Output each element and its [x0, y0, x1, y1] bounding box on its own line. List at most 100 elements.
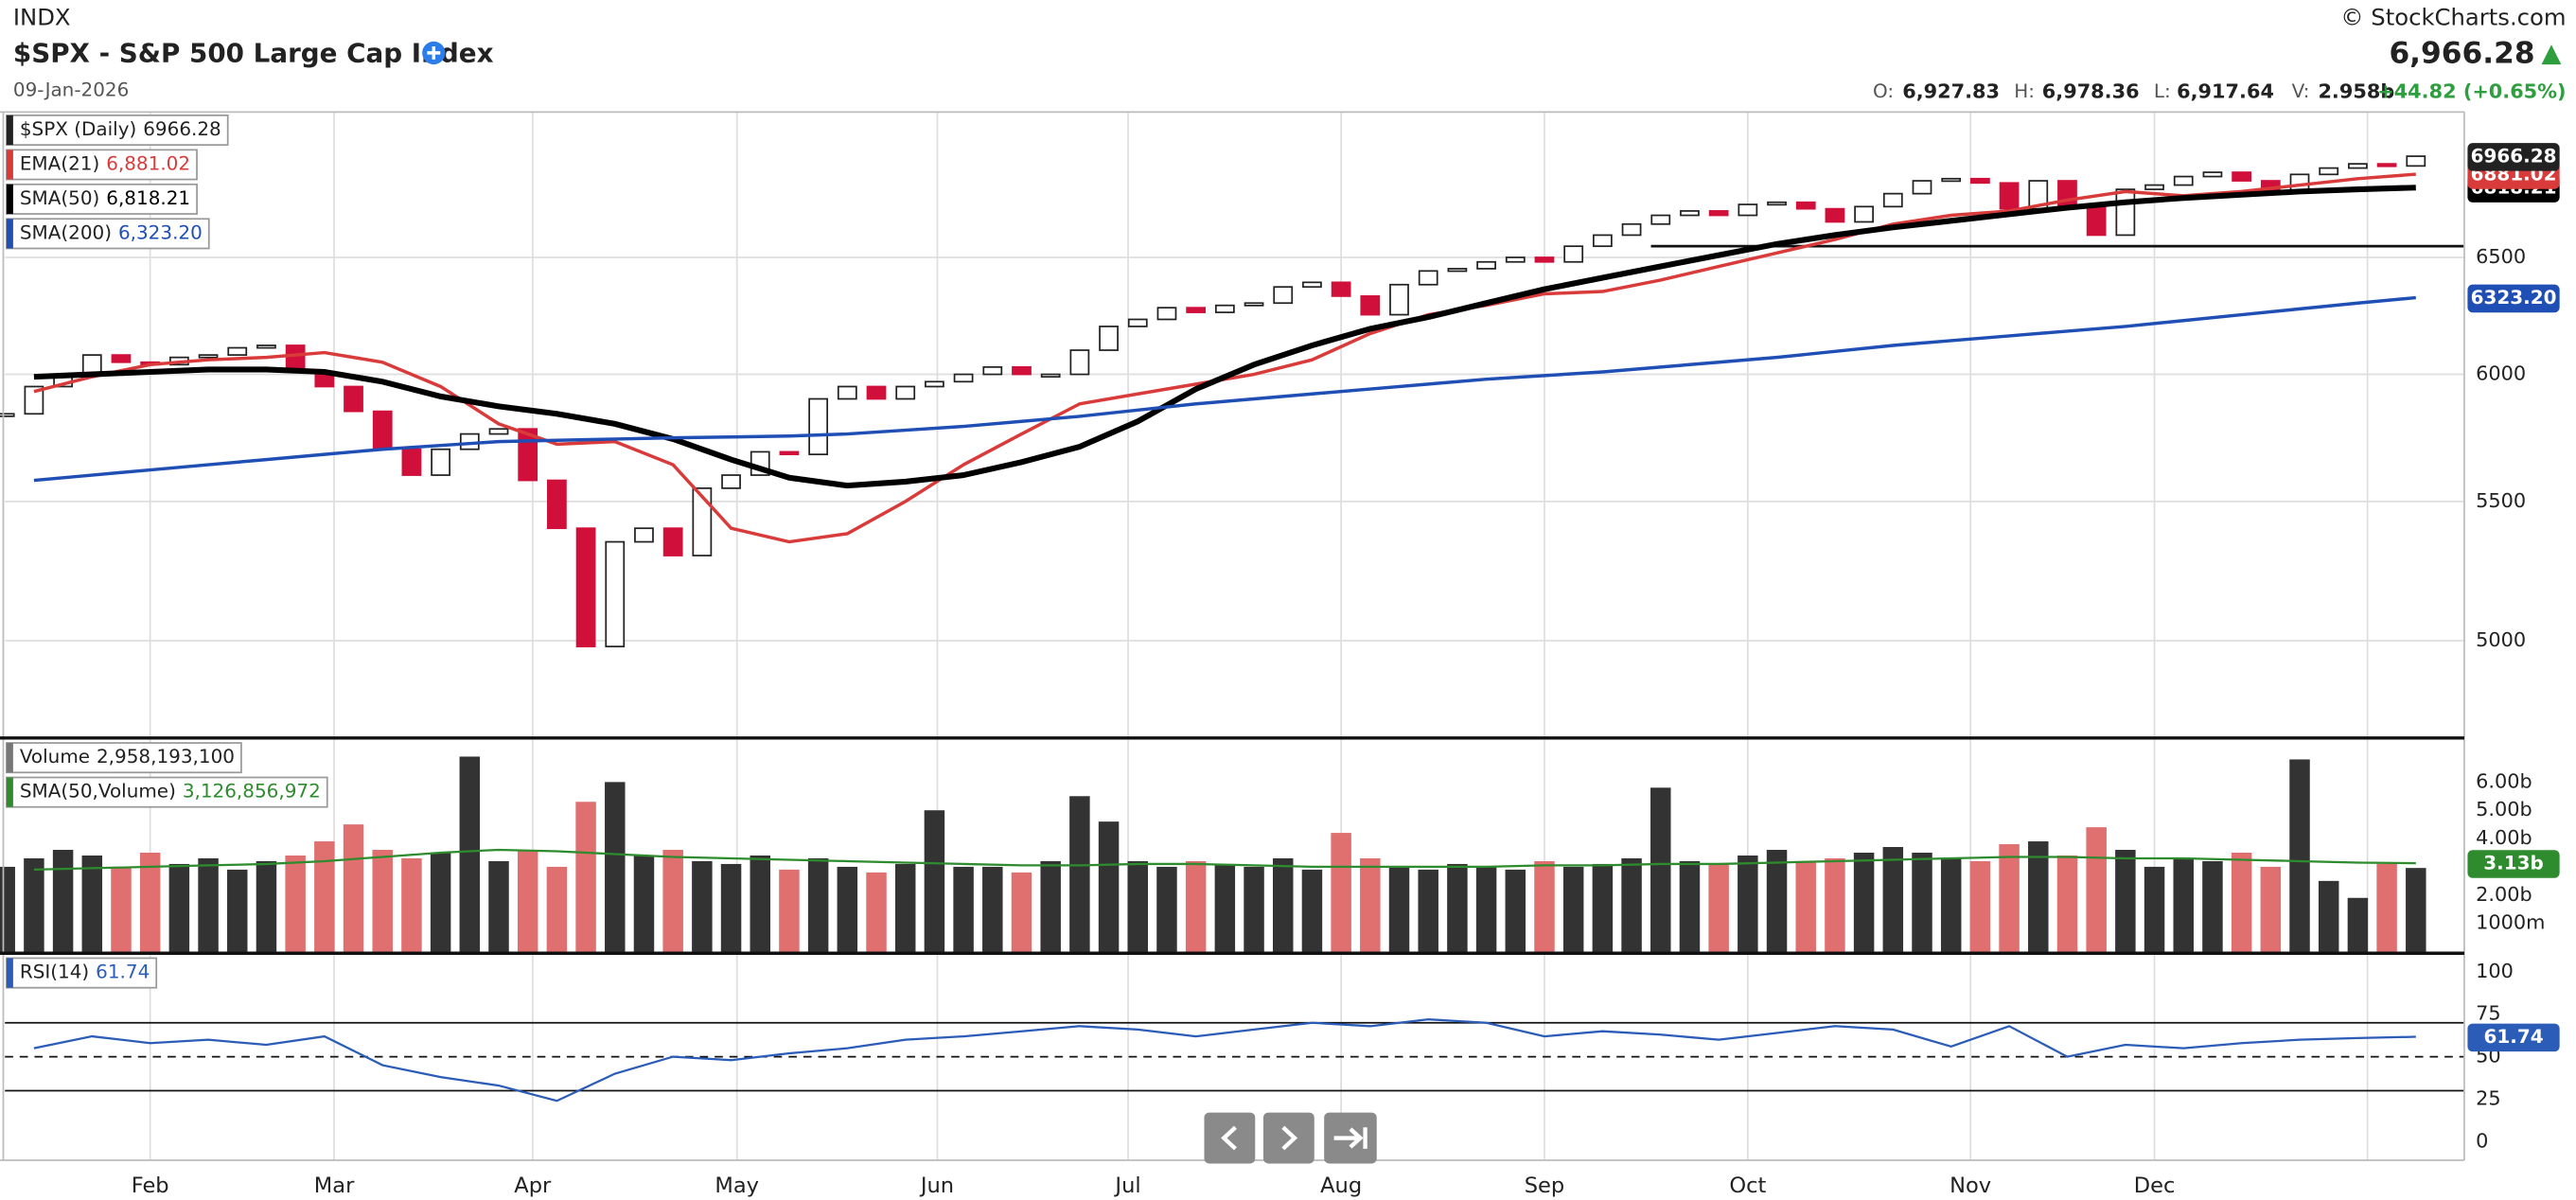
legend-name: $SPX (Daily) [20, 117, 136, 140]
y-tick-label: 5500 [2476, 489, 2526, 512]
candle [372, 410, 393, 450]
x-tick-label: Nov [1950, 1174, 1991, 1198]
volume-bar [2318, 880, 2339, 952]
candle [895, 385, 916, 400]
volume-bar [1447, 863, 1468, 952]
volume-bar [1272, 857, 1294, 952]
value-badge [2467, 284, 2560, 313]
source: © StockCharts.com [2340, 3, 2566, 30]
candle [111, 354, 132, 363]
series-line [33, 295, 2416, 483]
value-badge-label: 61.74 [2483, 1025, 2543, 1048]
candle [2202, 171, 2223, 178]
up-arrow [2541, 44, 2562, 65]
overlay: Feb Mar Apr May Jun Jul Aug Sep Oct Nov Dec 5000 550… [6, 115, 2560, 1198]
legend-swatch [6, 958, 13, 988]
legend-box [6, 776, 328, 808]
candle [2406, 155, 2426, 168]
legend-value: 6,323.20 [118, 221, 203, 243]
volume-bar [401, 857, 422, 952]
volume-bar [1969, 860, 1991, 952]
candle [0, 413, 15, 417]
candle [2173, 175, 2194, 186]
legend-value: 6966.28 [143, 117, 221, 140]
candle [1156, 307, 1177, 321]
volume-bar [52, 850, 74, 952]
x-tick-label: Sep [1525, 1174, 1565, 1198]
volume-bar [1621, 857, 1642, 952]
symbol-title: $SPX - S&P 500 Large Cap Index [13, 38, 494, 69]
volume-bar [924, 810, 945, 952]
volume-bar [372, 850, 393, 952]
high-label: H: [2014, 79, 2035, 102]
candle [953, 373, 974, 383]
volume-bar [1244, 866, 1264, 952]
volume-bar [1912, 852, 1932, 952]
volume-bar [953, 866, 974, 952]
value-badge [2467, 143, 2560, 171]
y-tick-label: 2.00b [2476, 883, 2532, 906]
next-button[interactable] [1262, 1112, 1314, 1164]
candle [1360, 295, 1381, 316]
volume-bar [605, 782, 626, 952]
value-badge-label: 6966.28 [2471, 144, 2557, 167]
candle [692, 487, 713, 556]
candle [779, 450, 800, 456]
volume-bar [285, 855, 306, 952]
volume-bar [2144, 866, 2165, 952]
volume-bar [1360, 857, 1381, 952]
legend-swatch [6, 184, 13, 215]
volume-bar [837, 866, 858, 952]
value-badge [2467, 850, 2560, 878]
volume-bar [1795, 860, 1816, 952]
volume-bar [1301, 869, 1323, 952]
volume-bar [2347, 897, 2369, 952]
x-tick-label: Jul [1113, 1174, 1140, 1198]
low-value: 6,917.64 [2177, 80, 2274, 103]
end-button[interactable] [1324, 1112, 1377, 1164]
volume-bar [1534, 860, 1555, 952]
legend-value: 3,126,856,972 [183, 780, 321, 803]
candle [605, 540, 626, 648]
volume-bar [1214, 863, 1236, 952]
volume-bar [692, 860, 713, 952]
candle [1214, 304, 1235, 313]
x-tick-label: Mar [314, 1174, 355, 1198]
open-value: 6,927.83 [1902, 80, 2000, 103]
volume-bar [807, 857, 829, 952]
legend-swatch [6, 743, 13, 773]
x-tick-label: Jun [919, 1174, 954, 1198]
volume-bar [430, 852, 451, 952]
candle [925, 380, 944, 388]
candle [1912, 180, 1932, 195]
legend-box [6, 957, 158, 989]
add-button[interactable] [422, 41, 446, 65]
candle [1941, 177, 1962, 183]
y-tick-label: 25 [2476, 1086, 2501, 1109]
candle [2319, 167, 2339, 176]
candle [1708, 210, 1729, 217]
prev-button[interactable] [1204, 1112, 1256, 1164]
legend-entry: SMA(200) 6,323.20 [6, 218, 210, 250]
nav-buttons [1204, 1112, 1377, 1164]
volume-bar [720, 863, 742, 952]
volume-bar [343, 824, 364, 952]
high-value: 6,978.36 [2042, 80, 2140, 103]
exchange: INDX [13, 3, 71, 30]
volume-bar [111, 866, 132, 952]
candle [1592, 234, 1613, 248]
candle [1302, 281, 1322, 289]
volume-bar [314, 841, 335, 952]
volume-bar [227, 869, 248, 952]
candle [1563, 245, 1584, 263]
candle [1186, 307, 1207, 313]
candle [1534, 256, 1555, 263]
volume-bar [2173, 857, 2194, 952]
candle [1621, 222, 1642, 237]
candle [1331, 281, 1351, 297]
candle [401, 448, 422, 476]
change: +44.82 (+0.65%) [2377, 80, 2566, 103]
x-tick-label: Aug [1320, 1174, 1362, 1198]
y-tick-label: 4.00b [2476, 826, 2532, 849]
